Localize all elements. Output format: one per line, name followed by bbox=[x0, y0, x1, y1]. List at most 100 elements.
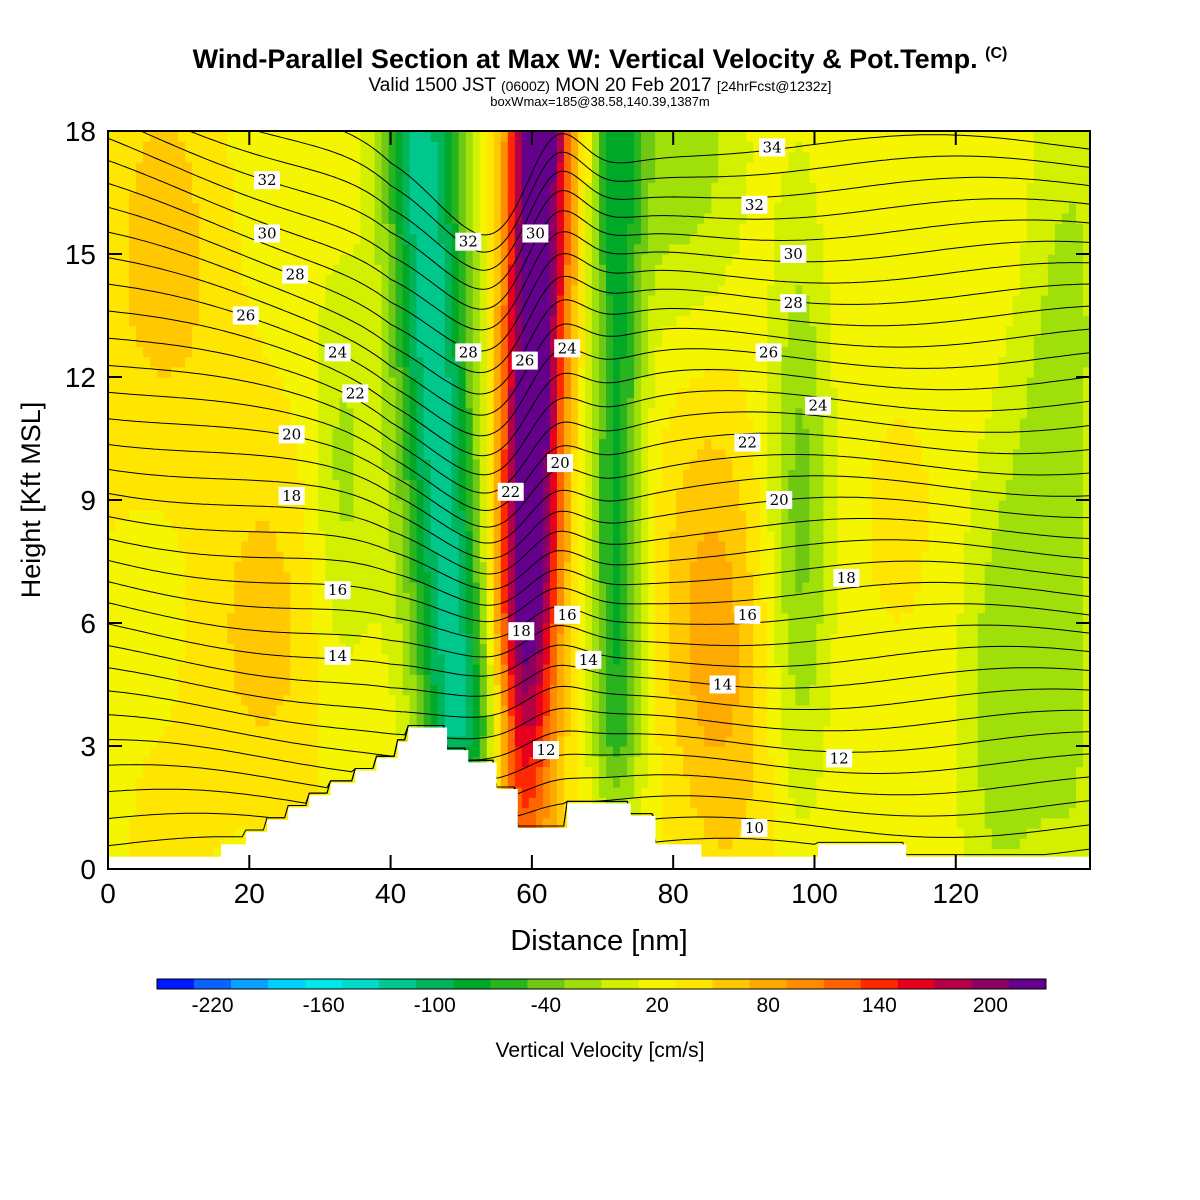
w-cell bbox=[143, 131, 151, 142]
w-cell bbox=[395, 305, 404, 317]
w-cell bbox=[206, 848, 214, 860]
w-cell bbox=[549, 664, 558, 675]
w-cell bbox=[171, 284, 179, 296]
w-cell bbox=[416, 500, 425, 511]
w-cell bbox=[157, 325, 165, 337]
w-cell bbox=[479, 151, 488, 163]
w-cell bbox=[528, 500, 537, 511]
w-cell bbox=[563, 202, 572, 214]
w-cell bbox=[143, 612, 151, 624]
w-cell bbox=[185, 161, 193, 173]
w-cell bbox=[234, 274, 242, 286]
w-cell bbox=[458, 500, 467, 511]
w-cell bbox=[591, 694, 600, 706]
w-cell bbox=[381, 520, 390, 532]
w-cell bbox=[535, 633, 544, 645]
w-cell bbox=[192, 561, 200, 573]
w-cell bbox=[325, 694, 334, 706]
w-cell bbox=[290, 366, 298, 378]
w-cell bbox=[416, 582, 425, 593]
w-cell bbox=[577, 397, 586, 409]
w-cell bbox=[528, 243, 537, 255]
w-cell bbox=[220, 264, 228, 276]
w-cell bbox=[178, 336, 186, 347]
w-cell bbox=[332, 366, 341, 378]
w-cell bbox=[325, 243, 334, 255]
w-cell bbox=[185, 674, 193, 686]
w-cell bbox=[171, 438, 179, 450]
w-cell bbox=[570, 274, 579, 286]
w-cell bbox=[283, 684, 291, 696]
w-cell bbox=[479, 746, 488, 757]
w-cell bbox=[465, 500, 474, 511]
w-cell bbox=[409, 377, 418, 388]
w-cell bbox=[486, 694, 495, 706]
w-cell bbox=[318, 418, 327, 429]
w-cell bbox=[150, 725, 158, 737]
w-cell bbox=[136, 807, 144, 819]
w-cell bbox=[269, 500, 277, 511]
w-cell bbox=[241, 459, 249, 470]
w-cell bbox=[136, 735, 144, 747]
w-cell bbox=[262, 305, 270, 317]
w-cell bbox=[178, 664, 186, 675]
w-cell bbox=[248, 141, 256, 153]
w-cell bbox=[542, 479, 551, 491]
w-cell bbox=[171, 623, 179, 634]
w-cell bbox=[122, 243, 130, 255]
w-cell bbox=[143, 356, 151, 368]
w-cell bbox=[346, 223, 355, 235]
w-cell bbox=[360, 735, 369, 747]
w-cell bbox=[402, 428, 411, 440]
w-cell bbox=[353, 561, 362, 573]
w-cell bbox=[591, 787, 600, 798]
w-cell bbox=[185, 428, 193, 440]
w-cell bbox=[199, 305, 207, 317]
w-cell bbox=[437, 407, 446, 419]
w-cell bbox=[234, 776, 242, 788]
w-cell bbox=[444, 336, 453, 347]
w-cell bbox=[283, 500, 291, 511]
w-cell bbox=[367, 131, 376, 142]
w-cell bbox=[563, 418, 572, 429]
w-cell bbox=[444, 243, 453, 255]
w-cell bbox=[136, 438, 144, 450]
w-cell bbox=[528, 776, 537, 788]
w-cell bbox=[388, 295, 397, 306]
w-cell bbox=[416, 561, 425, 573]
w-cell bbox=[304, 202, 313, 214]
w-cell bbox=[213, 500, 221, 511]
w-cell bbox=[164, 356, 172, 368]
valid-utc: (0600Z) bbox=[500, 78, 550, 94]
w-cell bbox=[458, 315, 467, 327]
w-cell bbox=[346, 530, 355, 542]
w-cell bbox=[423, 715, 432, 727]
w-cell bbox=[171, 489, 179, 501]
w-cell bbox=[213, 418, 221, 429]
w-cell bbox=[458, 489, 467, 501]
w-cell bbox=[360, 510, 369, 522]
w-cell bbox=[129, 438, 137, 450]
w-cell bbox=[584, 192, 593, 204]
w-cell bbox=[241, 612, 249, 624]
w-cell bbox=[311, 469, 320, 481]
w-cell bbox=[318, 653, 327, 665]
w-cell bbox=[367, 295, 376, 306]
w-cell bbox=[437, 541, 446, 552]
w-cell bbox=[234, 828, 242, 839]
w-cell bbox=[542, 161, 551, 173]
w-cell bbox=[304, 325, 313, 337]
w-cell bbox=[297, 746, 305, 757]
w-cell bbox=[276, 305, 284, 317]
w-cell bbox=[262, 131, 270, 142]
w-cell bbox=[423, 356, 432, 368]
w-cell bbox=[465, 561, 474, 573]
w-cell bbox=[542, 397, 551, 409]
w-cell bbox=[346, 366, 355, 378]
w-cell bbox=[535, 530, 544, 542]
w-cell bbox=[500, 284, 509, 296]
w-cell bbox=[409, 305, 418, 317]
w-cell bbox=[325, 407, 334, 419]
w-cell bbox=[577, 407, 586, 419]
